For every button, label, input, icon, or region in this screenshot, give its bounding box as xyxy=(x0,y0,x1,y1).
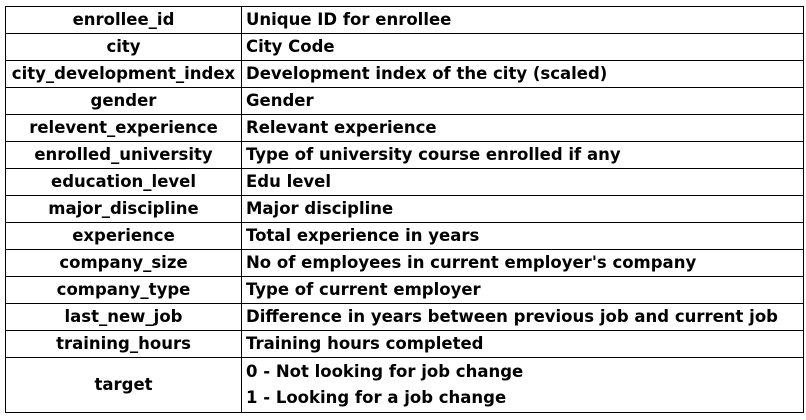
field-name-cell: experience xyxy=(5,222,242,250)
table-row: company_type Type of current employer xyxy=(5,276,804,304)
field-name-cell: company_type xyxy=(5,276,242,304)
table-row: training_hours Training hours completed xyxy=(5,330,804,358)
table-row: city_development_index Development index… xyxy=(5,60,804,88)
field-description-cell: Type of university course enrolled if an… xyxy=(241,141,804,169)
field-name-cell: education_level xyxy=(5,168,242,196)
table-row: enrolled_university Type of university c… xyxy=(5,141,804,169)
table-row: experience Total experience in years xyxy=(5,222,804,250)
field-description-cell: No of employees in current employer's co… xyxy=(241,249,804,277)
field-description-cell: Gender xyxy=(241,87,804,115)
table-row-target: target 0 - Not looking for job change 1 … xyxy=(5,357,804,413)
table-row: enrollee_id Unique ID for enrollee xyxy=(5,6,804,34)
field-name-cell: relevent_experience xyxy=(5,114,242,142)
data-dictionary-table: enrollee_id Unique ID for enrollee city … xyxy=(5,6,804,413)
field-description-cell: Total experience in years xyxy=(241,222,804,250)
table-row: company_size No of employees in current … xyxy=(5,249,804,277)
field-name-cell: enrolled_university xyxy=(5,141,242,169)
field-description-cell: Edu level xyxy=(241,168,804,196)
field-description-cell: 0 - Not looking for job change 1 - Looki… xyxy=(241,357,804,413)
target-value-line: 0 - Not looking for job change xyxy=(246,362,524,381)
field-name-cell: major_discipline xyxy=(5,195,242,223)
field-description-cell: Training hours completed xyxy=(241,330,804,358)
field-name-cell: city xyxy=(5,33,242,61)
table-row: last_new_job Difference in years between… xyxy=(5,303,804,331)
field-description-cell: Type of current employer xyxy=(241,276,804,304)
target-value-line: 1 - Looking for a job change xyxy=(246,388,507,407)
field-name-cell: gender xyxy=(5,87,242,115)
field-description-cell: Relevant experience xyxy=(241,114,804,142)
field-description-cell: City Code xyxy=(241,33,804,61)
table-row: gender Gender xyxy=(5,87,804,115)
field-name-cell: last_new_job xyxy=(5,303,242,331)
field-description-cell: Major discipline xyxy=(241,195,804,223)
field-description-cell: Unique ID for enrollee xyxy=(241,6,804,34)
table-row: relevent_experience Relevant experience xyxy=(5,114,804,142)
table-row: city City Code xyxy=(5,33,804,61)
table-row: education_level Edu level xyxy=(5,168,804,196)
field-name-cell: company_size xyxy=(5,249,242,277)
field-name-cell: city_development_index xyxy=(5,60,242,88)
field-description-cell: Development index of the city (scaled) xyxy=(241,60,804,88)
field-name-cell: training_hours xyxy=(5,330,242,358)
field-description-cell: Difference in years between previous job… xyxy=(241,303,804,331)
field-name-cell: target xyxy=(5,357,242,413)
table-row: major_discipline Major discipline xyxy=(5,195,804,223)
field-name-cell: enrollee_id xyxy=(5,6,242,34)
